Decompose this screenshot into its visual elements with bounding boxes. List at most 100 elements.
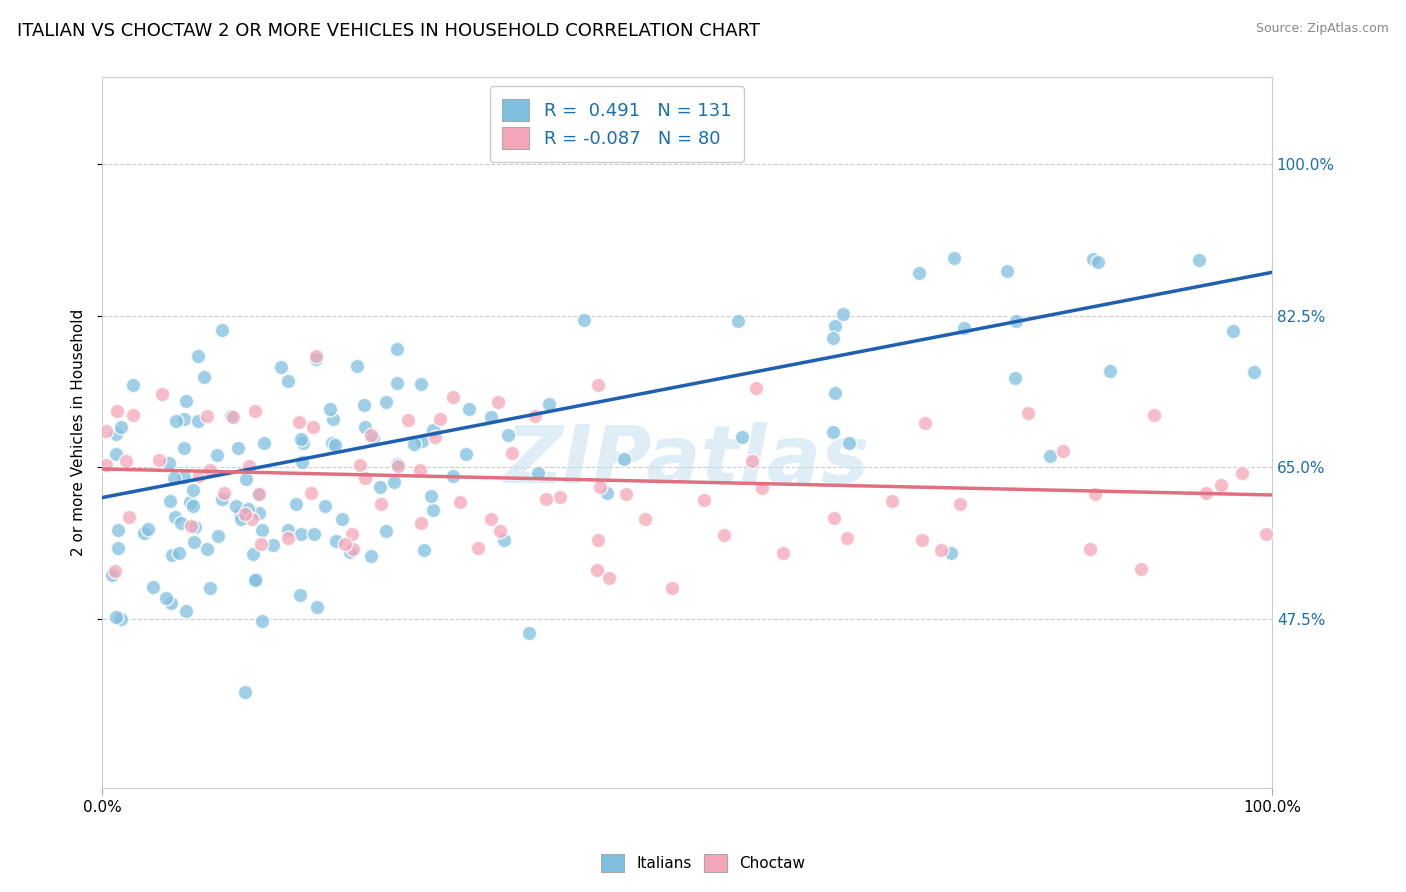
Point <box>1099 364 1122 378</box>
Point <box>229 512 252 526</box>
Point <box>148 453 170 467</box>
Text: ITALIAN VS CHOCTAW 2 OR MORE VEHICLES IN HOUSEHOLD CORRELATION CHART: ITALIAN VS CHOCTAW 2 OR MORE VEHICLES IN… <box>17 22 759 40</box>
Point <box>517 626 540 640</box>
Point <box>614 487 637 501</box>
Point <box>250 537 273 551</box>
Point <box>387 459 409 474</box>
Point <box>586 563 609 577</box>
Point <box>104 564 127 578</box>
Point <box>824 386 846 401</box>
Point <box>422 503 444 517</box>
Point <box>943 251 966 265</box>
Point <box>322 411 344 425</box>
Point <box>290 432 312 446</box>
Point <box>157 456 180 470</box>
Point <box>110 420 132 434</box>
Point <box>772 546 794 560</box>
Point <box>929 542 952 557</box>
Point <box>396 412 419 426</box>
Point <box>374 395 396 409</box>
Point <box>349 458 371 472</box>
Point <box>1143 408 1166 422</box>
Point <box>299 486 322 500</box>
Point <box>253 436 276 450</box>
Point <box>588 533 610 548</box>
Point <box>914 416 936 430</box>
Point <box>1129 561 1152 575</box>
Point <box>1083 252 1105 266</box>
Point <box>457 402 479 417</box>
Point <box>713 528 735 542</box>
Point <box>238 501 260 516</box>
Point <box>387 342 409 356</box>
Point <box>441 390 464 404</box>
Point <box>107 523 129 537</box>
Point <box>411 434 433 448</box>
Point <box>824 319 846 334</box>
Point <box>314 499 336 513</box>
Point <box>107 541 129 556</box>
Point <box>419 490 441 504</box>
Point <box>110 612 132 626</box>
Point <box>363 431 385 445</box>
Point <box>538 397 561 411</box>
Point <box>188 468 211 483</box>
Point <box>233 685 256 699</box>
Point <box>163 471 186 485</box>
Point <box>486 395 509 409</box>
Text: ZIPatlas: ZIPatlas <box>505 422 869 500</box>
Point <box>353 398 375 412</box>
Point <box>479 512 502 526</box>
Point <box>479 410 502 425</box>
Point <box>207 529 229 543</box>
Point <box>233 507 256 521</box>
Point <box>167 546 190 560</box>
Point <box>211 323 233 337</box>
Point <box>187 413 209 427</box>
Point <box>118 509 141 524</box>
Point <box>536 491 558 506</box>
Point <box>287 415 309 429</box>
Point <box>187 349 209 363</box>
Point <box>1195 485 1218 500</box>
Point <box>94 424 117 438</box>
Point <box>183 520 205 534</box>
Point <box>1209 478 1232 492</box>
Point <box>596 485 619 500</box>
Point <box>501 446 523 460</box>
Point <box>385 457 408 471</box>
Point <box>941 546 963 560</box>
Point <box>375 524 398 538</box>
Point <box>181 500 204 514</box>
Point <box>949 497 972 511</box>
Point <box>122 408 145 422</box>
Point <box>195 541 218 556</box>
Point <box>1254 527 1277 541</box>
Legend: Italians, Choctaw: Italians, Choctaw <box>593 846 813 880</box>
Point <box>290 527 312 541</box>
Point <box>1017 406 1039 420</box>
Point <box>385 376 408 390</box>
Point <box>219 409 242 423</box>
Point <box>821 425 844 439</box>
Text: Source: ZipAtlas.com: Source: ZipAtlas.com <box>1256 22 1389 36</box>
Point <box>211 491 233 506</box>
Point <box>492 533 515 547</box>
Point <box>200 463 222 477</box>
Point <box>319 401 342 416</box>
Point <box>277 531 299 545</box>
Point <box>1222 324 1244 338</box>
Point <box>467 541 489 555</box>
Point <box>288 588 311 602</box>
Point <box>1004 371 1026 385</box>
Point <box>160 596 183 610</box>
Point <box>325 438 347 452</box>
Point <box>1188 253 1211 268</box>
Point <box>136 522 159 536</box>
Point <box>228 508 250 522</box>
Point <box>342 541 364 556</box>
Point <box>613 452 636 467</box>
Point <box>340 527 363 541</box>
Point <box>173 442 195 456</box>
Point <box>548 490 571 504</box>
